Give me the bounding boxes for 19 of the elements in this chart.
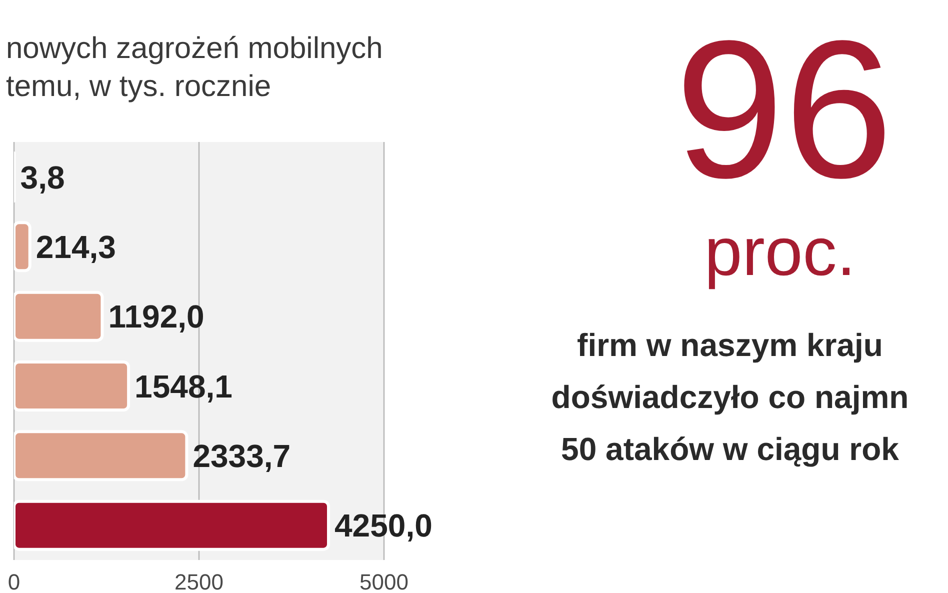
bar [14, 430, 188, 482]
bar [14, 360, 130, 412]
bar [14, 500, 330, 551]
text: doświadczyło co najmn [550, 378, 910, 417]
data-label: 3,8 [20, 159, 65, 196]
x-tick-label: 5000 [360, 570, 408, 593]
bar [14, 221, 32, 272]
data-label: 2333,7 [192, 438, 291, 474]
x-tick-label: 2500 [174, 570, 224, 593]
data-label: 1192,0 [108, 298, 204, 335]
text: firm w naszym kraju [576, 326, 884, 365]
chart-subtitle: temu, w tys. rocznie [6, 69, 272, 105]
x-tick-label: 0 [8, 570, 20, 593]
chart-title: nowych zagrożeń mobilnych [6, 31, 383, 67]
data-label: 214,3 [36, 229, 116, 266]
text: 50 ataków w ciągu rok [560, 430, 900, 469]
data-label: 1548,1 [134, 368, 232, 404]
bar [14, 290, 104, 342]
data-label: 4250,0 [334, 508, 432, 544]
